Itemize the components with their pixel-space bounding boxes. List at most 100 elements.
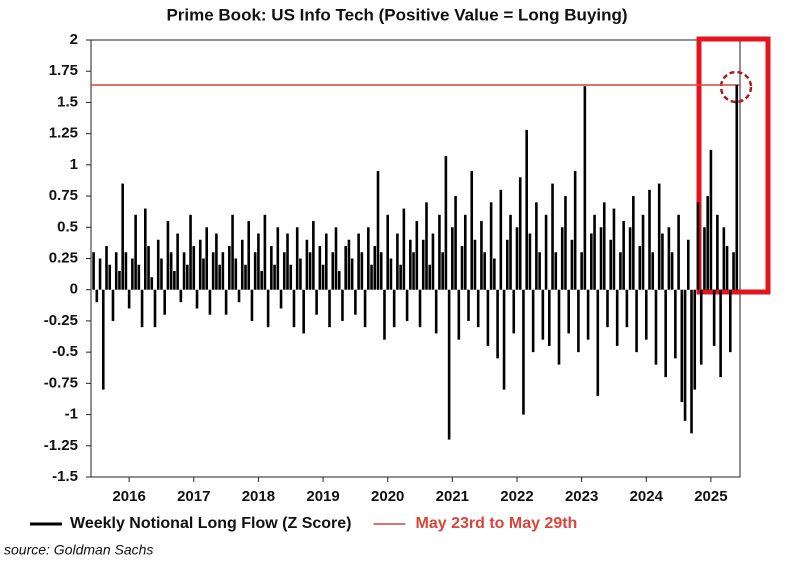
bar [221, 252, 225, 290]
bar [341, 289, 344, 321]
bar [305, 239, 309, 290]
y-tick-label: -0.5 [52, 343, 78, 360]
bar [105, 246, 108, 290]
bar [302, 289, 305, 334]
bar [425, 202, 428, 290]
y-tick-label: 1.25 [49, 125, 78, 142]
bar [363, 289, 367, 328]
y-tick-label: -0.75 [44, 374, 78, 391]
bar [140, 289, 144, 328]
bar [564, 196, 567, 290]
bar [525, 129, 528, 290]
bar [324, 233, 328, 290]
bar [127, 289, 131, 309]
bar [609, 239, 613, 290]
bar [92, 252, 95, 290]
bar [729, 289, 732, 353]
bar [299, 258, 302, 290]
bar [570, 239, 574, 290]
bar [247, 221, 251, 290]
bar [638, 246, 642, 290]
bar [108, 264, 112, 290]
bar [686, 239, 690, 290]
bar [114, 252, 118, 290]
bar [590, 233, 593, 290]
bar [473, 239, 477, 290]
bar [635, 289, 638, 353]
bar [409, 239, 412, 290]
bar [531, 289, 535, 353]
bar [483, 252, 486, 290]
bar [480, 221, 483, 290]
bar [586, 289, 590, 340]
y-tick-label: -0.25 [44, 312, 78, 329]
bar [153, 289, 157, 328]
bar [499, 189, 503, 290]
y-tick-label: 0 [70, 281, 78, 298]
bar [486, 289, 490, 346]
bar [451, 227, 454, 290]
bar [198, 239, 202, 290]
y-tick-label: 1.5 [57, 93, 78, 110]
bar [641, 214, 645, 290]
bar [625, 289, 629, 328]
bar [560, 227, 564, 290]
bar [228, 246, 231, 290]
bar [273, 264, 276, 290]
bar [651, 252, 655, 290]
bar [602, 202, 606, 290]
bar [234, 258, 238, 290]
y-tick-label: -1 [65, 406, 78, 423]
bar [496, 289, 499, 359]
bar [176, 233, 179, 290]
bar [438, 214, 441, 290]
bar [606, 289, 609, 328]
bar [703, 227, 706, 290]
x-tick-label: 2025 [694, 488, 727, 505]
bar [657, 183, 661, 290]
bar [373, 246, 377, 290]
highlight-circle [719, 70, 753, 104]
bar [712, 289, 716, 346]
bar [615, 289, 619, 346]
y-tick-label: 0.25 [49, 249, 78, 266]
bar [654, 289, 658, 365]
bar [182, 252, 186, 290]
bar [667, 227, 671, 290]
bar [376, 171, 380, 290]
bar [709, 149, 713, 290]
bar [334, 227, 338, 290]
bar [312, 221, 315, 290]
bar [295, 227, 299, 290]
bar [396, 233, 399, 290]
bar [337, 270, 341, 290]
bar [544, 214, 548, 290]
bar [386, 214, 390, 290]
bar [632, 196, 635, 290]
bar [321, 264, 325, 290]
bar [292, 289, 296, 328]
bar [735, 84, 739, 290]
x-tick-label: 2020 [371, 488, 404, 505]
bar [489, 202, 493, 290]
bar [518, 177, 522, 290]
bar [124, 252, 128, 290]
bar [399, 264, 402, 290]
bar [577, 289, 580, 353]
bar [95, 289, 99, 303]
x-tick-label: 2017 [177, 488, 210, 505]
bar [716, 214, 719, 290]
bar [147, 246, 150, 290]
bar [580, 252, 583, 290]
bar [179, 289, 183, 303]
bar [505, 239, 509, 290]
bar [244, 264, 247, 290]
bar [512, 289, 516, 334]
bar [318, 246, 322, 290]
bar [444, 156, 448, 290]
bar [664, 289, 667, 378]
bar [215, 233, 218, 290]
bar [98, 258, 102, 290]
bar [160, 258, 163, 290]
